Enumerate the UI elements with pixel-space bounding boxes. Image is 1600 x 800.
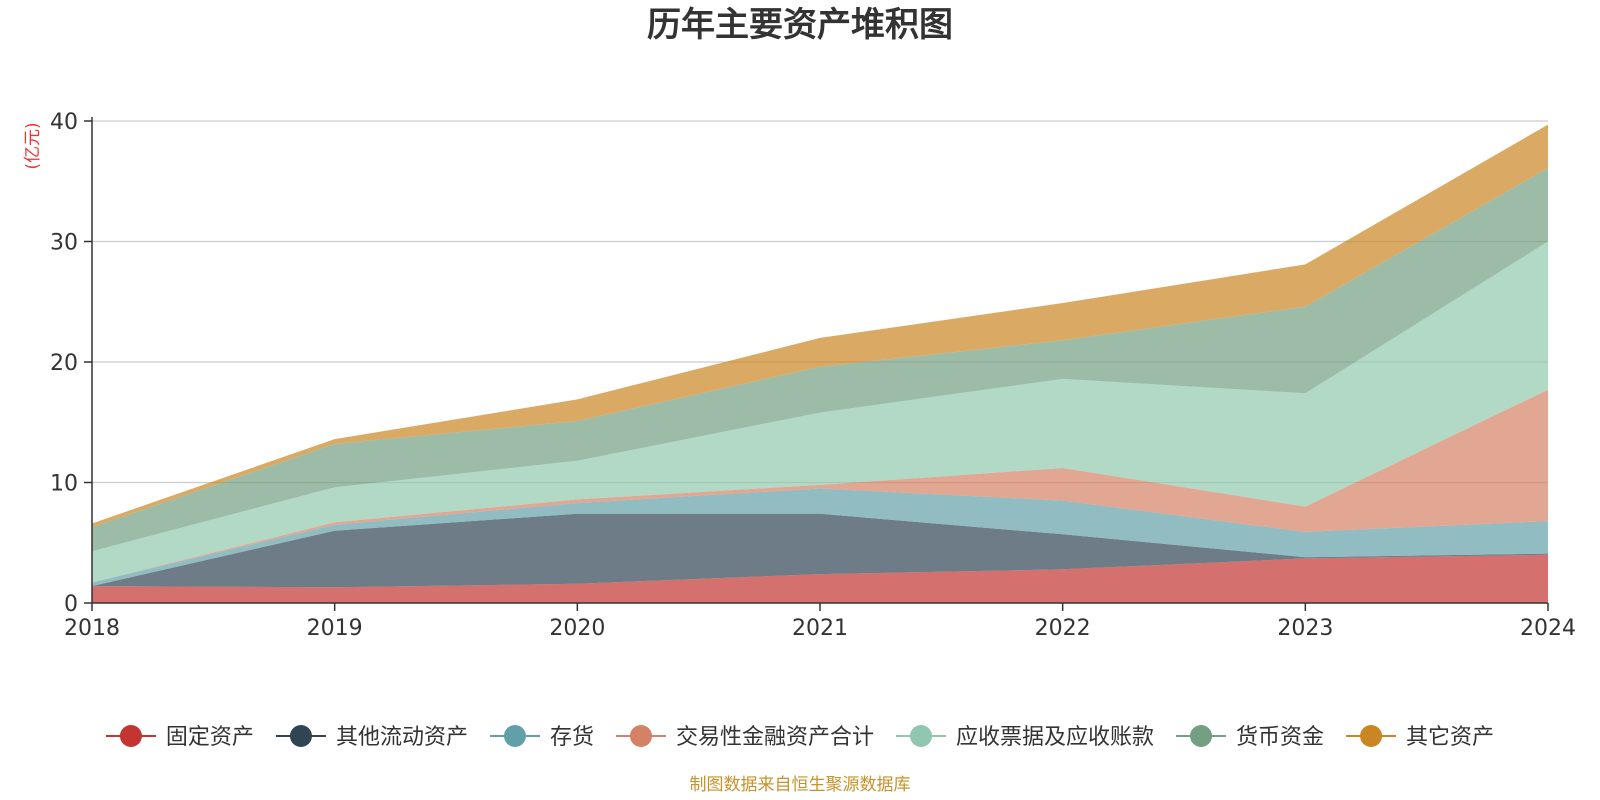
legend-marker-5[interactable] xyxy=(910,725,933,747)
source-note: 制图数据来自恒生聚源数据库 xyxy=(690,775,911,795)
x-tick-label-2023: 2023 xyxy=(1277,616,1333,641)
axes: 0 10 20 30 40 2018 2019 2020 2021 2022 2023 2024 xyxy=(50,110,1576,641)
y-axis-unit-label: (亿元) xyxy=(23,122,43,169)
legend-label-7: 其它资产 xyxy=(1406,725,1494,750)
area-series-7 xyxy=(92,124,1548,528)
legend-label-3: 存货 xyxy=(550,725,594,750)
area-series-6 xyxy=(92,168,1548,552)
legend-marker-7[interactable] xyxy=(1360,725,1383,747)
legend-marker-2[interactable] xyxy=(289,725,312,747)
chart-title: 历年主要资产堆积图 xyxy=(647,5,953,45)
area-series-5 xyxy=(92,241,1548,583)
y-tick-label-0: 0 xyxy=(64,592,78,617)
legend-marker-4[interactable] xyxy=(629,725,652,747)
y-tick-label-30: 30 xyxy=(50,231,78,256)
legend-marker-3[interactable] xyxy=(503,725,526,747)
y-tick-label-10: 10 xyxy=(50,472,78,497)
x-tick-label-2020: 2020 xyxy=(549,616,605,641)
x-tick-label-2021: 2021 xyxy=(792,616,848,641)
legend-label-4: 交易性金融资产合计 xyxy=(676,725,874,750)
legend-label-1: 固定资产 xyxy=(166,725,254,750)
x-tick-label-2018: 2018 xyxy=(64,616,120,641)
x-tick-label-2019: 2019 xyxy=(307,616,363,641)
area-series-1 xyxy=(92,554,1548,603)
legend: 固定资产 其他流动资产 存货 交易性金融资产合计 应收票据及应收账款 货币资金 其它资产 xyxy=(105,725,1494,750)
area-series-3 xyxy=(92,488,1548,587)
legend-marker-1[interactable] xyxy=(119,725,142,747)
x-tick-label-2024: 2024 xyxy=(1520,616,1576,641)
legend-marker-6[interactable] xyxy=(1190,725,1213,747)
legend-label-2: 其他流动资产 xyxy=(336,725,468,750)
area-series-layer xyxy=(92,124,1548,603)
x-tick-label-2022: 2022 xyxy=(1035,616,1091,641)
legend-label-6: 货币资金 xyxy=(1236,725,1324,750)
y-tick-label-40: 40 xyxy=(50,110,78,135)
y-tick-label-20: 20 xyxy=(50,351,78,376)
legend-label-5: 应收票据及应收账款 xyxy=(956,725,1154,750)
area-series-2 xyxy=(92,513,1548,588)
area-series-4 xyxy=(92,389,1548,583)
